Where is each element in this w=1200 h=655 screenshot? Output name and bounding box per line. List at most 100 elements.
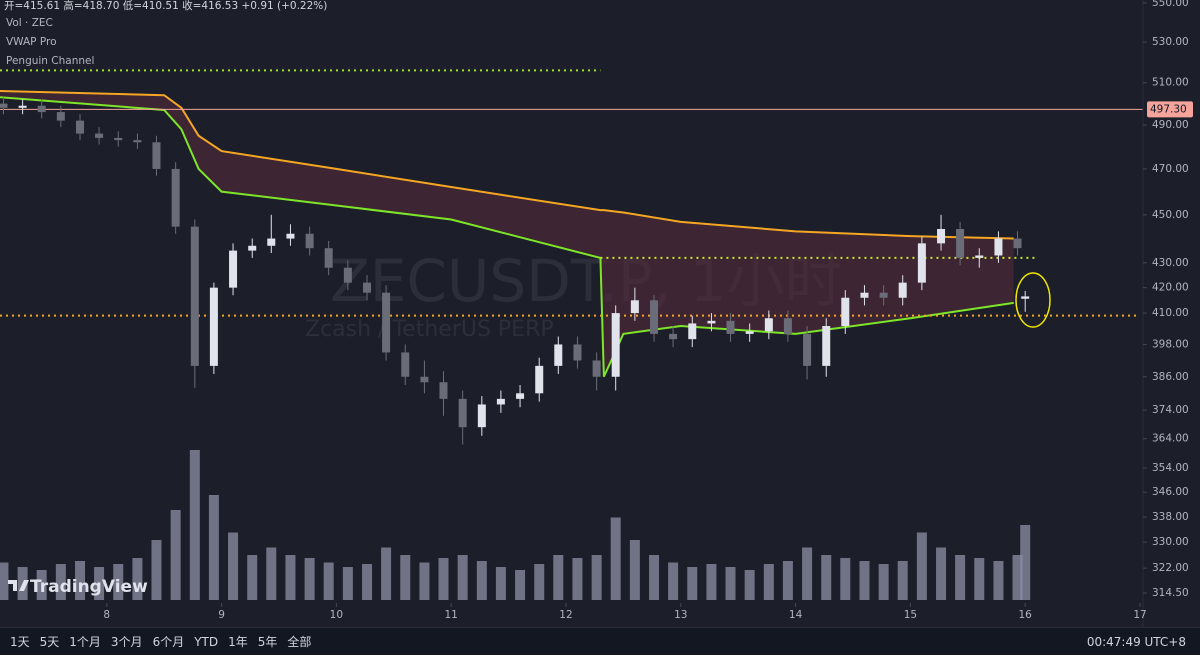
ohlc: 开=415.61 高=418.70 低=410.51 收=416.53 +0.9… [4,0,327,12]
candle-body [477,404,486,428]
x-tick-label: 10 [330,609,343,621]
volume-bar [36,570,47,600]
volume-bar [840,558,851,600]
volume-bar [744,570,755,600]
range-button[interactable]: 全部 [287,635,312,649]
y-tick-label: 354.00 [1152,462,1189,474]
volume-bar [151,540,162,600]
vwap-fill [0,91,1014,377]
candle-body [1013,238,1022,249]
volume-bar [323,562,334,600]
range-button[interactable]: 1年 [228,635,248,649]
candle-body [917,243,926,283]
candle-body [707,320,716,324]
clock: 00:47:49 UTC+8 [1086,634,1186,649]
volume-bar [208,495,219,600]
volume-bar [170,510,181,600]
candle-body [898,282,907,298]
candle-body [822,326,831,366]
candle-body [0,103,8,108]
candle-body [133,140,142,143]
volume-bar [495,567,506,600]
candle-body [764,318,773,332]
volume-bar [342,567,353,600]
candle-body [994,238,1003,256]
y-tick-label: 346.00 [1152,486,1189,498]
volume-bar [553,555,564,600]
y-tick-label: 386.00 [1152,371,1189,383]
volume-bar [113,564,124,600]
y-tick-label: 330.00 [1152,536,1189,548]
volume-bar [457,555,468,600]
candle-body [554,344,563,366]
candle-body [343,267,352,283]
candle-body [267,238,276,246]
volume-bar [859,561,870,600]
volume-bar [763,564,774,600]
range-button[interactable]: 5年 [257,635,278,649]
candle-body [363,282,372,293]
candle-body [611,313,620,377]
volume-bar [936,547,947,600]
indicator: Vol · ZEC [6,17,53,29]
x-tick-label: 9 [218,609,225,621]
x-tick-label: 17 [1133,609,1146,621]
background [0,0,1200,627]
range-button[interactable]: 1天 [10,635,30,649]
candle-body [573,344,582,361]
y-tick-label: 420.00 [1152,282,1189,294]
candle-body [841,297,850,327]
y-tick-label: 430.00 [1152,257,1189,269]
candle-body [669,333,678,340]
x-tick-label: 11 [444,609,457,621]
plot [0,69,1143,600]
candle-body [56,112,65,121]
volume-bar [247,555,258,600]
y-tick-label: 410.00 [1152,307,1189,319]
y-tick-label: 450.00 [1152,209,1189,221]
x-tick-label: 12 [559,609,572,621]
toolbar: 1天 5天 1个月 3个月 6个月 YTD 1年 5年 全部 00:47:49 UTC+8 [0,627,1200,655]
candle-body [803,333,812,366]
range-button[interactable]: 3个月 [110,635,143,649]
candle-body [171,168,180,227]
candle-body [458,398,467,428]
volume-bar [668,562,679,600]
candle-body [496,398,505,405]
x-tick-label: 13 [674,609,687,621]
price-label-box [1147,101,1193,118]
candle-body [401,352,410,377]
y-tick-label: 530.00 [1152,36,1189,48]
indicator: Penguin Channel [6,55,94,67]
candle-body [439,382,448,399]
y-tick-label: 338.00 [1152,511,1189,523]
y-tick-label: 314.50 [1152,587,1189,599]
y-tick-label: 398.00 [1152,338,1189,350]
volume-bar [534,564,545,600]
volume-bar [228,532,239,600]
volume-bar [706,564,717,600]
y-tick-label: 550.00 [1152,0,1189,9]
candle-body [305,233,314,249]
volume-bar [132,558,143,600]
y-tick-label: 364.00 [1152,433,1189,445]
x-tick-label: 8 [103,609,110,621]
candle-body [95,133,104,138]
range-button[interactable]: 5天 [39,635,60,649]
volume-bar [362,564,373,600]
candle-body [152,142,161,169]
volume-bar [687,567,698,600]
range-button[interactable]: 1个月 [69,635,101,649]
range-button[interactable]: YTD [194,634,219,649]
candle-body [937,228,946,244]
volume-bar [897,561,908,600]
range-button[interactable]: 6个月 [152,635,185,649]
candle-body [860,292,869,298]
candle-body [114,137,123,141]
candle-body [688,323,697,340]
volume-bar [400,555,411,600]
candle-body [956,228,965,258]
candle-body [783,318,792,334]
vwap-line [0,96,1014,378]
